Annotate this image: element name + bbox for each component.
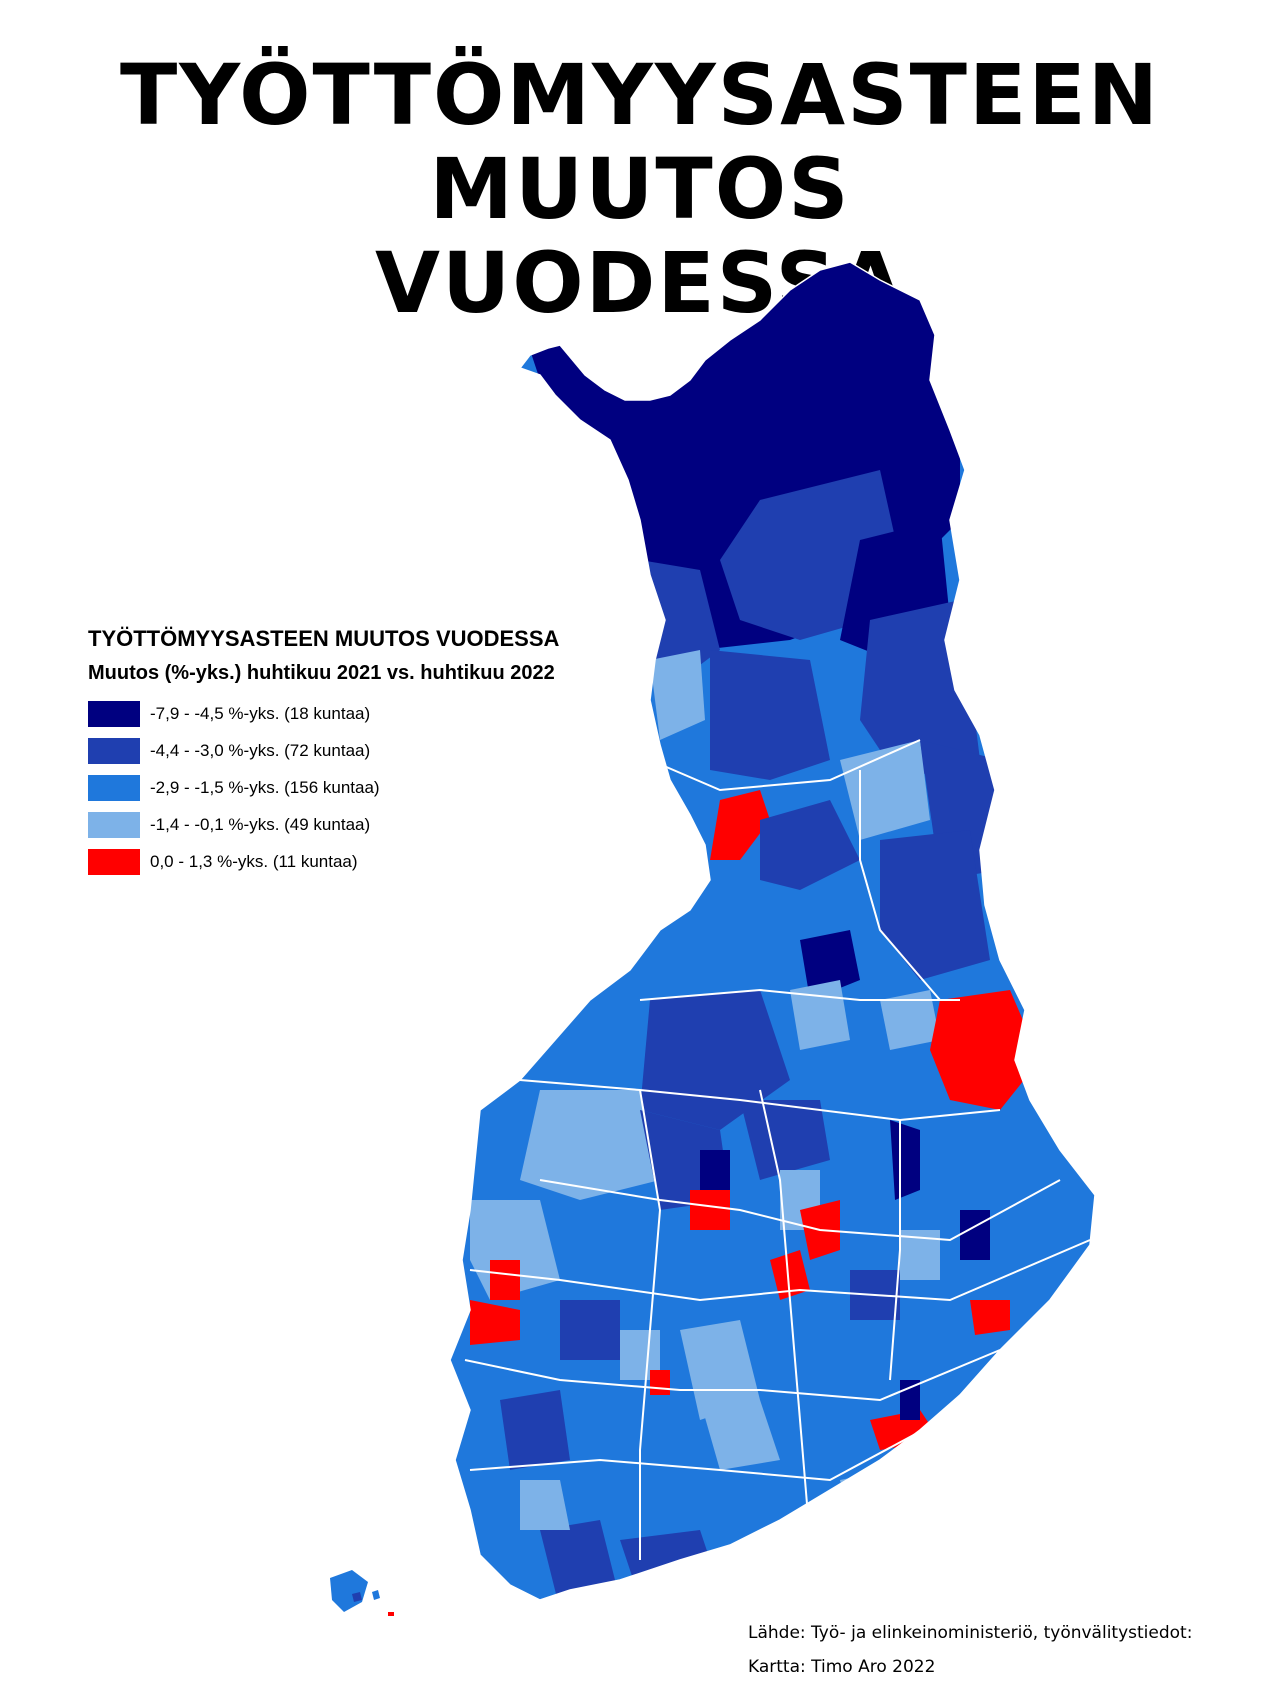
region-south-dark — [560, 1300, 620, 1360]
aland-islands — [330, 1570, 394, 1616]
region-savo-red — [770, 1250, 810, 1300]
region-kainuu-light — [790, 980, 850, 1050]
credits: Lähde: Työ- ja elinkeinoministeriö, työn… — [748, 1616, 1192, 1684]
region-north-karelia-dark — [960, 1210, 990, 1260]
legend-label: -1,4 - -0,1 %-yks. (49 kuntaa) — [150, 814, 371, 834]
region-satakunta-dark — [500, 1390, 570, 1470]
region-west-red — [490, 1260, 520, 1300]
region-oulu-red — [710, 790, 770, 860]
aland-islet-1 — [352, 1592, 362, 1602]
aland-islet-2 — [372, 1590, 380, 1600]
legend-row: 0,0 - 1,3 %-yks. (11 kuntaa) — [88, 843, 648, 880]
region-south-light — [680, 1320, 760, 1420]
legend: TYÖTTÖMYYSASTEEN MUUTOS VUODESSA Muutos … — [88, 626, 648, 880]
region-varsinais-light — [520, 1480, 570, 1530]
map-title-line-1: TYÖTTÖMYYSASTEEN MUUTOS — [119, 46, 1161, 238]
region-oulu-centre — [710, 650, 830, 780]
legend-row: -4,4 - -3,0 %-yks. (72 kuntaa) — [88, 732, 648, 769]
region-kainuu — [880, 830, 990, 980]
region-kainuu-light-2 — [880, 990, 940, 1050]
region-centre-very-dark — [890, 1120, 920, 1200]
aland-islet-red — [388, 1612, 394, 1616]
region-south-light-2 — [620, 1330, 660, 1380]
region-kainuu-dark — [800, 930, 860, 1000]
region-borders — [464, 739, 1091, 1560]
region-southeast-dark — [900, 1380, 920, 1420]
region-centre-very-dark-2 — [700, 1150, 730, 1200]
region-karelia-red-2 — [970, 1300, 1010, 1335]
legend-swatch — [88, 700, 140, 727]
legend-swatch — [88, 774, 140, 801]
credits-source: Lähde: Työ- ja elinkeinoministeriö, työn… — [748, 1623, 1193, 1643]
region-ostrobothnia-dark — [640, 990, 790, 1130]
legend-row: -1,4 - -0,1 %-yks. (49 kuntaa) — [88, 806, 648, 843]
region-savo-light — [900, 1230, 940, 1280]
region-oulu-south — [760, 800, 860, 890]
legend-row: -7,9 - -4,5 %-yks. (18 kuntaa) — [88, 695, 648, 732]
region-pirkanmaa-light — [700, 1400, 780, 1470]
region-centre-dark — [740, 1100, 830, 1180]
legend-label: -7,9 - -4,5 %-yks. (18 kuntaa) — [150, 703, 371, 723]
legend-label: 0,0 - 1,3 %-yks. (11 kuntaa) — [150, 851, 358, 871]
legend-title: TYÖTTÖMYYSASTEEN MUUTOS VUODESSA — [88, 626, 560, 651]
legend-swatch — [88, 737, 140, 764]
legend-swatch — [88, 811, 140, 838]
region-south-red — [650, 1370, 670, 1395]
region-karelia-red — [930, 990, 1040, 1110]
legend-subtitle: Muutos (%-yks.) huhtikuu 2021 vs. huhtik… — [88, 662, 555, 684]
region-oulu-west — [650, 650, 705, 740]
aland-main — [330, 1570, 368, 1612]
legend-label: -4,4 - -3,0 %-yks. (72 kuntaa) — [150, 740, 371, 760]
credits-author: Kartta: Timo Aro 2022 — [748, 1657, 936, 1677]
legend-row: -2,9 - -1,5 %-yks. (156 kuntaa) — [88, 769, 648, 806]
region-centre-red — [690, 1190, 730, 1230]
legend-swatch — [88, 848, 140, 875]
region-west-red-2 — [470, 1300, 520, 1345]
region-ostrobothnia-light — [520, 1090, 660, 1200]
legend-label: -2,9 - -1,5 %-yks. (156 kuntaa) — [150, 777, 380, 797]
